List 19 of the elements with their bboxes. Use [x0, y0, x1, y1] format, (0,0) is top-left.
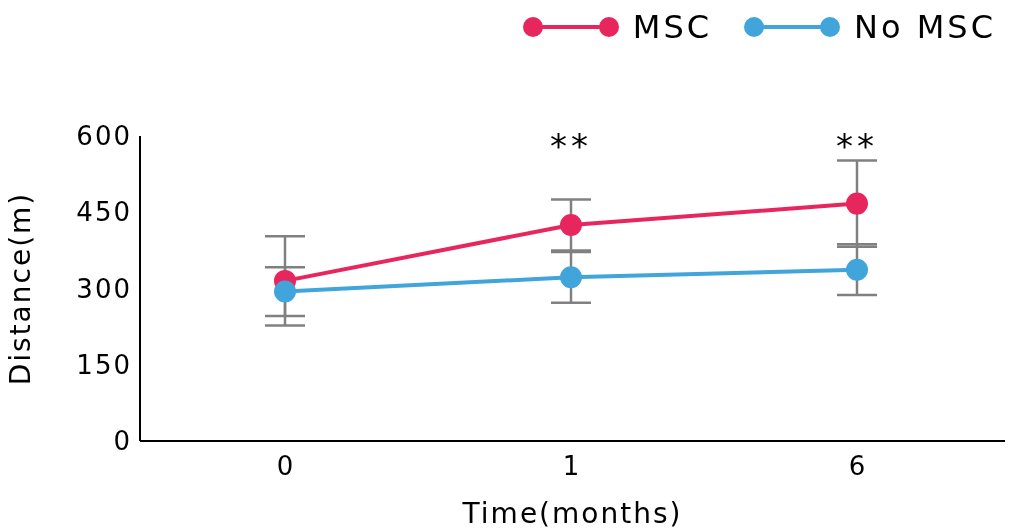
x-axis-title: Time(months) — [461, 497, 683, 530]
y-axis-title: Distance(m) — [3, 191, 37, 386]
legend-label: MSC — [632, 8, 713, 46]
y-tick-label: 0 — [113, 426, 132, 457]
y-tick-label: 150 — [76, 349, 132, 380]
point — [846, 258, 868, 281]
y-tick-label: 300 — [76, 273, 132, 304]
x-tick-label: 6 — [848, 451, 866, 482]
point — [274, 280, 296, 303]
x-tick-label: 0 — [276, 451, 294, 482]
point — [846, 192, 868, 215]
point — [560, 213, 582, 236]
legend-label: No MSC — [854, 8, 996, 46]
point — [560, 266, 582, 289]
annotation: ** — [836, 126, 878, 167]
annotation: ** — [550, 126, 592, 167]
x-tick-label: 1 — [562, 451, 580, 482]
y-tick-label: 450 — [76, 197, 132, 228]
y-tick-label: 600 — [76, 121, 132, 152]
